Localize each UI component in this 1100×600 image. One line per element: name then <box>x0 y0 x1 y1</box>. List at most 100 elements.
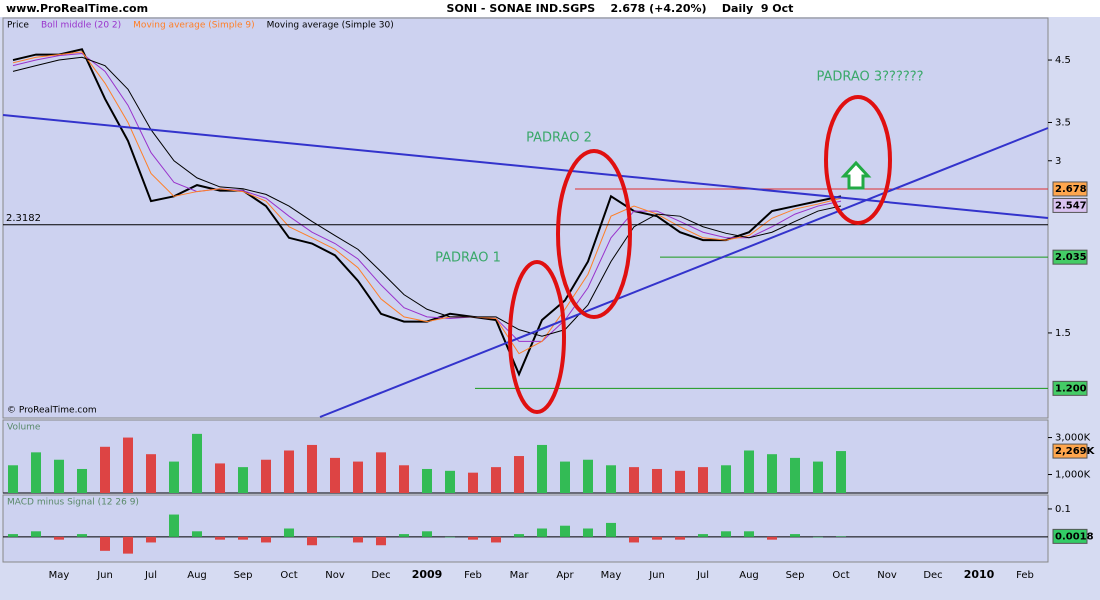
bar <box>629 536 639 543</box>
bar <box>215 463 225 493</box>
x-tick-label: Feb <box>1016 570 1034 581</box>
price-tag-box <box>1052 181 1088 197</box>
bar <box>698 467 708 493</box>
y-tick-label: 4.5 <box>1055 55 1071 66</box>
bar <box>146 536 156 543</box>
bar <box>629 467 639 493</box>
legend-entry: Price <box>7 21 29 31</box>
annotation: PADRAO 1 <box>435 251 501 266</box>
bar <box>353 461 363 493</box>
bar <box>284 450 294 493</box>
bar <box>54 536 64 540</box>
bar <box>767 536 777 540</box>
y-tick-label: 3.5 <box>1055 117 1071 128</box>
x-tick-label: Oct <box>280 570 297 581</box>
x-tick-label: Feb <box>464 570 482 581</box>
bar <box>422 468 432 493</box>
bar <box>238 467 248 493</box>
bar <box>698 534 708 537</box>
site-name: www.ProRealTime.com <box>6 2 148 15</box>
x-tick-label: Dec <box>923 570 942 581</box>
bar <box>514 534 524 537</box>
trendline <box>2 114 1049 219</box>
bar <box>491 467 501 493</box>
price-tag-box <box>1052 197 1088 213</box>
up-arrow <box>840 160 872 190</box>
x-tick-label: Aug <box>739 570 759 581</box>
bar <box>560 461 570 493</box>
x-tick-label: Jun <box>648 570 665 581</box>
level-tag-box <box>1052 249 1088 265</box>
x-tick-label: Nov <box>877 570 897 581</box>
x-tick-label: Sep <box>234 570 253 581</box>
volume-panel <box>2 419 1049 494</box>
price-tag: 2.678 <box>1055 184 1087 195</box>
level-tag: 2.035 <box>1055 252 1087 263</box>
bar <box>606 522 616 537</box>
x-tick-label: Sep <box>786 570 805 581</box>
bar <box>790 457 800 493</box>
bar <box>8 534 18 537</box>
level-tag-box <box>1052 380 1088 396</box>
highlight-ellipse <box>824 95 892 225</box>
price-tag: 2.547 <box>1055 200 1087 211</box>
bar <box>744 450 754 493</box>
bar <box>123 536 133 554</box>
bar <box>192 531 202 537</box>
bar <box>445 470 455 493</box>
bar <box>77 468 87 493</box>
bar <box>399 534 409 537</box>
value-tag-box <box>1052 443 1088 459</box>
highlight-ellipse <box>508 260 566 414</box>
bar <box>583 528 593 537</box>
bar <box>836 536 846 537</box>
y-tick-label: 3,000K <box>1055 433 1091 444</box>
bar <box>31 452 41 493</box>
bar <box>399 465 409 493</box>
series-line <box>12 51 842 355</box>
bar <box>445 536 455 538</box>
header-bar <box>0 0 1100 17</box>
bar <box>8 465 18 493</box>
bar <box>54 459 64 493</box>
legend-entry: Boll middle (20 2) <box>41 21 121 31</box>
bar <box>468 536 478 540</box>
x-tick-label: Apr <box>556 570 574 581</box>
y-tick-label: 3 <box>1055 156 1061 167</box>
bar <box>330 536 340 538</box>
bar <box>652 468 662 493</box>
bar <box>813 536 823 538</box>
price-panel <box>2 17 1049 419</box>
bar <box>606 465 616 493</box>
bar <box>813 461 823 493</box>
bar <box>307 536 317 546</box>
bar <box>238 536 248 540</box>
y-tick-label: 0.1 <box>1055 504 1071 515</box>
level-tag: 1.200 <box>1055 383 1087 394</box>
value-tag: 0.0018 <box>1055 531 1094 542</box>
bar <box>744 531 754 537</box>
bar <box>514 456 524 493</box>
bar <box>192 433 202 493</box>
bar <box>468 472 478 493</box>
bar <box>767 454 777 493</box>
series-line <box>12 52 842 342</box>
bar <box>215 536 225 540</box>
bar <box>376 536 386 546</box>
bar <box>376 452 386 493</box>
bar <box>537 528 547 537</box>
x-tick-label: Jul <box>144 570 157 581</box>
bar <box>790 534 800 537</box>
y-tick-label: 1.5 <box>1055 328 1071 339</box>
bar <box>307 444 317 493</box>
bar <box>284 528 294 537</box>
annotation: PADRAO 3?????? <box>816 70 923 85</box>
bar <box>123 437 133 493</box>
legend-entry: Moving average (Simple 30) <box>267 21 394 31</box>
bar <box>77 534 87 537</box>
panel-title: MACD minus Signal (12 26 9) <box>7 498 139 508</box>
value-tag: 2,269K <box>1055 446 1096 457</box>
bar <box>422 531 432 537</box>
bar <box>169 514 179 537</box>
x-tick-label: Jul <box>696 570 709 581</box>
